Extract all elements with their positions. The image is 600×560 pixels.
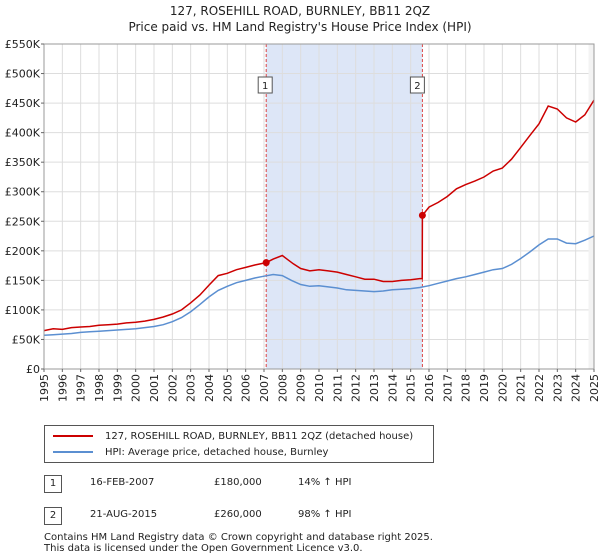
y-tick-label: £50K [12,333,41,346]
ownership-shade [266,44,423,369]
transaction-price: £260,000 [214,509,262,520]
transaction-date: 21-AUG-2015 [90,509,158,520]
x-tick-label: 2016 [423,374,436,402]
x-tick-label: 1996 [56,374,69,402]
x-tick-label: 1999 [111,374,124,402]
x-tick-label: 2020 [496,374,509,402]
hpi-line [43,235,595,337]
x-tick-label: 1995 [38,374,51,402]
x-tick-label: 2011 [331,374,344,402]
y-tick-label: £400K [5,127,41,140]
x-tick-label: 2004 [203,374,216,402]
transaction-number: 2 [44,507,62,525]
transaction-hpi: 14% ↑ HPI [298,477,352,488]
legend-item-hpi: HPI: Average price, detached house, Burn… [53,444,328,460]
sale-point [418,211,426,219]
sale-point [262,259,270,267]
y-tick-label: £0 [26,363,40,376]
transaction-date: 16-FEB-2007 [90,477,155,488]
chart-title: 127, ROSEHILL ROAD, BURNLEY, BB11 2QZ [169,4,431,18]
chart-subtitle: Price paid vs. HM Land Registry's House … [128,20,472,34]
legend-swatch-property [53,435,93,437]
x-tick-label: 2002 [166,374,179,402]
transaction-row: 2 21-AUG-2015 £260,000 98% ↑ HPI [44,507,564,527]
marker-box [257,76,273,94]
y-tick-label: £350K [5,156,41,169]
x-tick-label: 2013 [368,374,381,402]
x-tick-label: 2021 [515,374,528,402]
x-tick-label: 2024 [570,374,583,402]
y-tick-label: £150K [5,274,41,287]
x-tick-label: 2015 [405,374,418,402]
legend-label-property: 127, ROSEHILL ROAD, BURNLEY, BB11 2QZ (d… [105,430,414,442]
x-tick-label: 2018 [460,374,473,402]
y-tick-label: £200K [5,245,41,258]
x-tick-label: 2014 [386,374,399,402]
transaction-number: 1 [44,475,62,493]
x-tick-label: 2017 [441,374,454,402]
y-tick-label: £250K [5,215,41,228]
legend-label-hpi: HPI: Average price, detached house, Burn… [105,446,329,458]
property-price-line [43,99,595,332]
legend-swatch-hpi [53,451,93,453]
price-chart: 1 2 £0 £50K £100K £150K £200K £250K £300K £350K £4… [5,38,600,402]
x-tick-label: 2023 [551,374,564,402]
x-tick-label: 2019 [478,374,491,402]
x-tick-label: 1998 [93,374,106,402]
marker-label: 1 [262,81,268,92]
x-tick-label: 2012 [350,374,363,402]
footer-licence: This data is licensed under the Open Gov… [44,543,363,554]
x-tick-label: 2008 [276,374,289,402]
x-tick-label: 2010 [313,374,326,402]
x-tick-label: 2001 [148,374,161,402]
x-tick-label: 2009 [295,374,308,402]
x-tick-label: 2005 [221,374,234,402]
marker-label: 2 [414,81,420,92]
x-tick-label: 2025 [588,374,600,402]
x-tick-label: 2022 [533,374,546,402]
legend-item-property: 127, ROSEHILL ROAD, BURNLEY, BB11 2QZ (d… [53,428,413,444]
marker-box [409,76,425,94]
y-tick-label: £550K [5,38,41,51]
transaction-row: 1 16-FEB-2007 £180,000 14% ↑ HPI [44,475,564,495]
transaction-hpi: 98% ↑ HPI [298,509,352,520]
footer-copyright: Contains HM Land Registry data © Crown c… [44,532,433,543]
transaction-price: £180,000 [214,477,262,488]
x-tick-label: 2003 [185,374,198,402]
y-tick-label: £300K [5,186,41,199]
y-tick-label: £500K [5,68,41,81]
x-tick-label: 2000 [130,374,143,402]
y-tick-label: £450K [5,97,41,110]
y-tick-label: £100K [5,304,41,317]
forecast-region [588,44,594,369]
legend: 127, ROSEHILL ROAD, BURNLEY, BB11 2QZ (d… [44,425,434,463]
x-tick-label: 2006 [240,374,253,402]
x-tick-label: 1997 [75,374,88,402]
x-tick-label: 2007 [258,374,271,402]
